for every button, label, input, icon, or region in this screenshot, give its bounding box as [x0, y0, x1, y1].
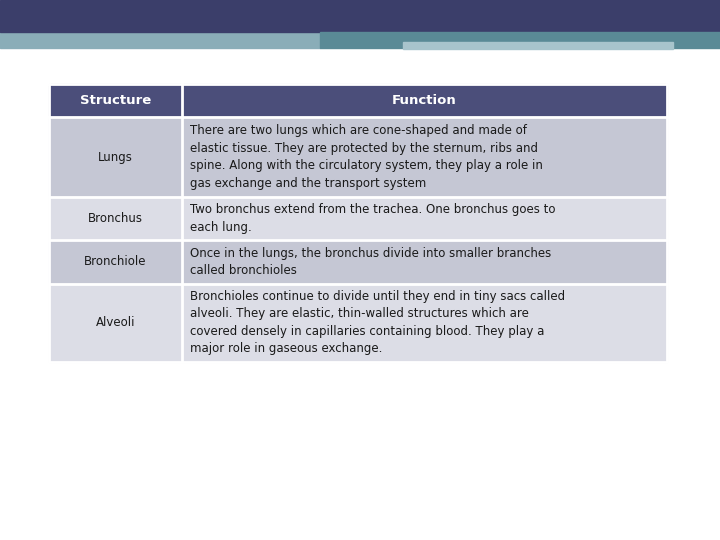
Text: Alveoli: Alveoli [96, 316, 135, 329]
Text: Function: Function [392, 94, 456, 107]
Text: Lungs: Lungs [98, 151, 132, 164]
Text: Bronchioles continue to divide until they end in tiny sacs called
alveoli. They : Bronchioles continue to divide until the… [190, 290, 565, 355]
Text: Two bronchus extend from the trachea. One bronchus goes to
each lung.: Two bronchus extend from the trachea. On… [190, 204, 556, 234]
Text: Bronchiole: Bronchiole [84, 255, 147, 268]
Text: Once in the lungs, the bronchus divide into smaller branches
called bronchioles: Once in the lungs, the bronchus divide i… [190, 247, 552, 277]
Text: Bronchus: Bronchus [88, 212, 143, 225]
Text: Structure: Structure [80, 94, 151, 107]
Text: There are two lungs which are cone-shaped and made of
elastic tissue. They are p: There are two lungs which are cone-shape… [190, 124, 544, 190]
